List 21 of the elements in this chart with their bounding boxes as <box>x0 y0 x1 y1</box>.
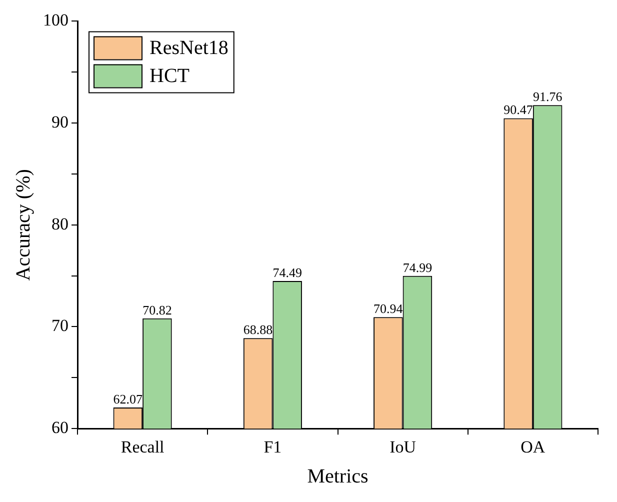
data-label: 74.99 <box>402 260 432 275</box>
y-tick-label: 100 <box>43 10 68 30</box>
data-label: 62.07 <box>113 391 144 406</box>
y-tick-label: 60 <box>52 418 68 438</box>
legend-label: HCT <box>150 64 190 87</box>
data-label: 70.82 <box>142 302 172 318</box>
data-label: 90.47 <box>504 102 534 118</box>
data-label: 70.94 <box>374 301 404 316</box>
x-tick-label: OA <box>520 437 546 456</box>
data-label: 74.49 <box>272 264 302 280</box>
y-axis-title: Accuracy (%) <box>12 169 34 281</box>
y-tick-label: 80 <box>52 214 68 234</box>
y-tick-label: 90 <box>52 112 68 132</box>
data-label: 91.76 <box>532 89 563 104</box>
x-tick-label: Recall <box>120 437 165 456</box>
legend-label: ResNet18 <box>150 36 228 59</box>
y-tick-label: 70 <box>52 316 68 336</box>
x-axis-title: Metrics <box>307 465 369 488</box>
x-tick-label: IoU <box>390 437 416 456</box>
data-label: 68.88 <box>243 322 273 338</box>
x-tick-label: F1 <box>264 437 282 456</box>
